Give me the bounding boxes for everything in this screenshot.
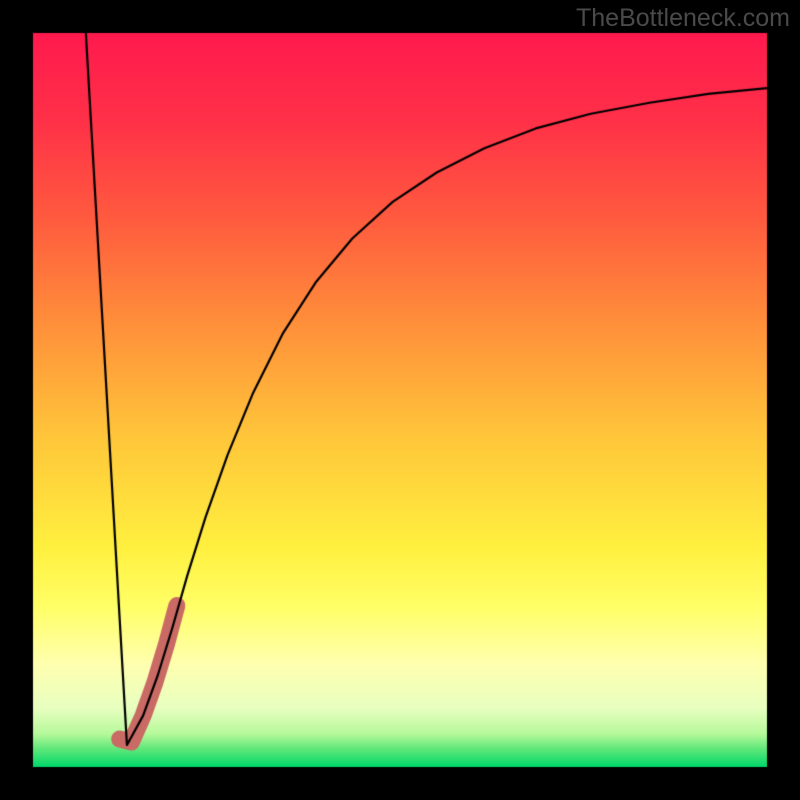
- chart-stage: TheBottleneck.com: [0, 0, 800, 800]
- watermark-label: TheBottleneck.com: [576, 4, 790, 33]
- bottleneck-curve-chart: [0, 0, 800, 800]
